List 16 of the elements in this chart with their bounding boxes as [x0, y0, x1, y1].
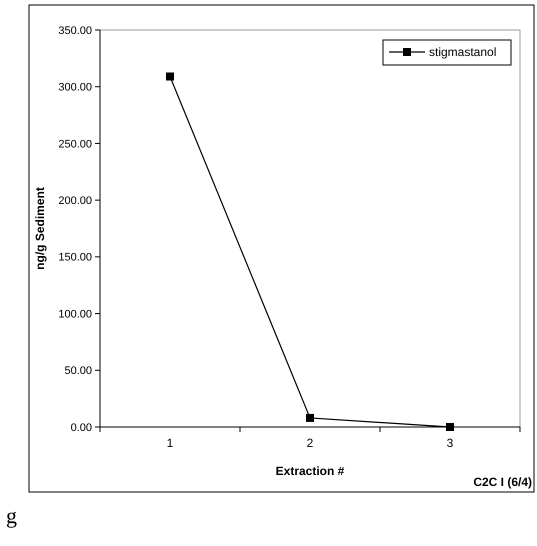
y-tick-label: 300.00 — [58, 82, 92, 94]
x-tick-label: 3 — [446, 436, 454, 450]
text: g — [6, 503, 17, 528]
y-tick-label: 350.00 — [58, 24, 92, 37]
y-tick-label: 0.00 — [70, 422, 92, 434]
y-tick-label: 150.00 — [58, 252, 92, 264]
y-axis-title: ng/g Sediment — [33, 187, 47, 270]
text: C2C I (6/4) — [473, 475, 532, 489]
y-tick-label: 200.00 — [58, 194, 92, 207]
x-tick-label: 1 — [166, 436, 174, 450]
y-tick-label: 100.00 — [58, 308, 92, 320]
x-axis-title: Extraction # — [276, 464, 345, 478]
y-tick-label: 250.00 — [58, 138, 92, 150]
y-tick-label: 50.00 — [64, 365, 92, 378]
legend-label: stigmastanol — [429, 45, 496, 60]
x-tick-label: 2 — [306, 436, 314, 450]
